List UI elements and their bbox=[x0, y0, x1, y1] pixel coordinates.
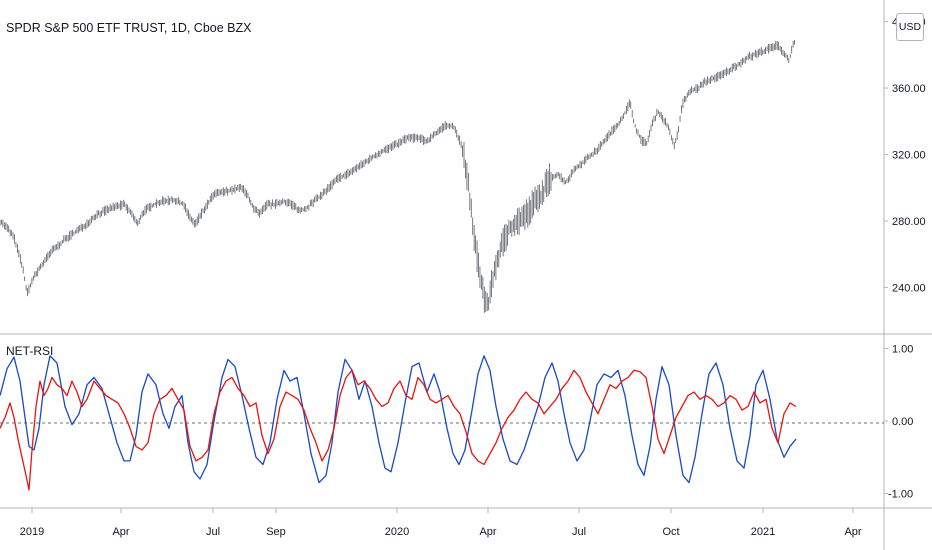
time-tick-label: Sep bbox=[266, 526, 286, 538]
time-tick-label: Apr bbox=[844, 526, 861, 538]
chart-title: SPDR S&P 500 ETF TRUST, 1D, Cboe BZX bbox=[6, 21, 252, 35]
net-rsi-lines bbox=[0, 355, 797, 491]
currency-button[interactable]: USD bbox=[896, 13, 924, 41]
indicator-tick-label: -1.00 bbox=[888, 489, 913, 501]
net-rsi-blue-line bbox=[0, 355, 797, 484]
price-candles bbox=[0, 40, 795, 313]
indicator-tick-label: 0.00 bbox=[892, 416, 913, 428]
time-tick-label: 2019 bbox=[20, 526, 44, 538]
time-tick-label: Jul bbox=[206, 526, 220, 538]
price-tick-label: 280.00 bbox=[892, 216, 926, 228]
time-tick-label: Apr bbox=[112, 526, 129, 538]
time-tick-label: 2021 bbox=[751, 526, 775, 538]
price-tick-label: 320.00 bbox=[892, 150, 926, 162]
indicator-label: NET-RSI bbox=[6, 344, 54, 358]
price-tick-label: 360.00 bbox=[892, 83, 926, 95]
indicator-axis-ticks: 1.00 0.00 -1.00 bbox=[884, 344, 913, 501]
price-tick-label: 240.00 bbox=[892, 282, 926, 294]
indicator-tick-label: 1.00 bbox=[892, 344, 913, 356]
time-tick-label: Jul bbox=[572, 526, 586, 538]
time-tick-label: Apr bbox=[479, 526, 496, 538]
time-tick-label: Oct bbox=[662, 526, 679, 538]
time-tick-label: 2020 bbox=[385, 526, 409, 538]
net-rsi-red-line bbox=[0, 369, 797, 491]
time-axis-ticks: 2019 Apr Jul Sep 2020 Apr Jul Oct 2021 Apr bbox=[20, 508, 862, 538]
